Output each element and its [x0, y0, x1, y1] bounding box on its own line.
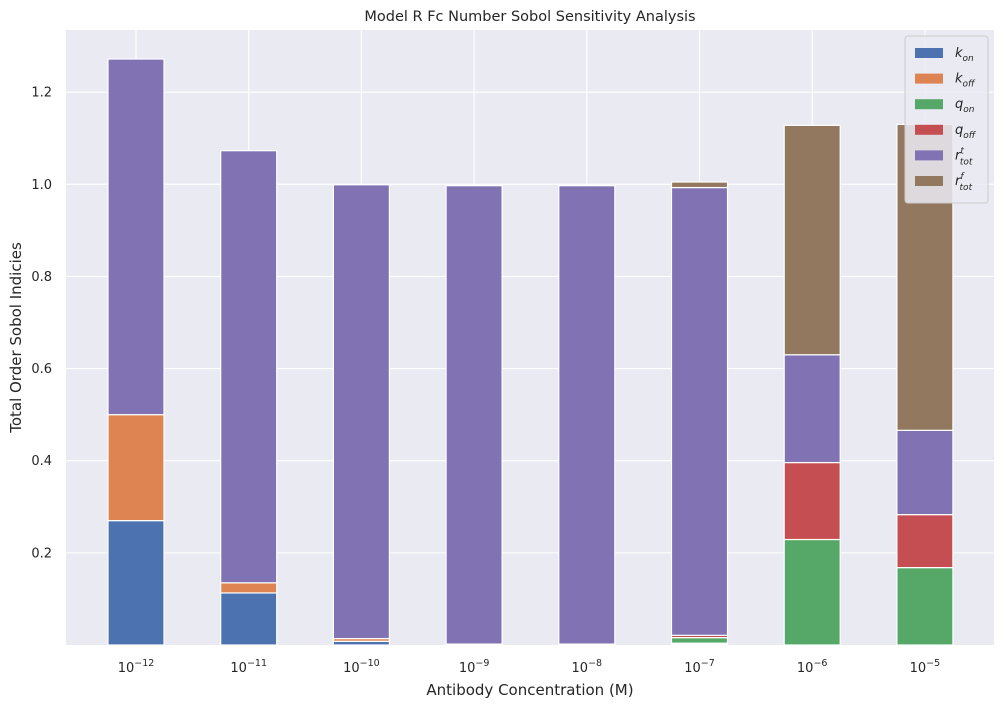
legend-label: koff [955, 72, 976, 90]
chart-title: Model R Fc Number Sobol Sensitivity Anal… [364, 9, 695, 25]
bars [107, 58, 954, 646]
x-tick-label: 10−7 [684, 658, 715, 676]
x-tick-label: 10−12 [118, 658, 155, 676]
tick-labels: 0.2 0.4 0.6 0.8 1.0 1.2 10−12 10−11 10−10 10−9 10−… [31, 86, 940, 676]
legend-label: kon [955, 46, 974, 64]
bar-segment [783, 124, 841, 356]
legend-swatch [915, 150, 943, 161]
legend-swatch [915, 73, 943, 84]
bar-segment [332, 184, 390, 640]
x-tick-label: 10−8 [572, 658, 603, 676]
bar-segment [445, 185, 503, 645]
bar-segment [783, 354, 841, 464]
y-tick-label: 0.6 [31, 362, 52, 377]
bar-segment [896, 514, 954, 569]
legend-label: qon [955, 97, 975, 115]
bar-segment [783, 538, 841, 646]
x-tick-label: 10−10 [343, 658, 380, 676]
y-tick-label: 0.8 [31, 270, 52, 285]
y-tick-label: 1.2 [31, 86, 52, 101]
bar-segment [220, 582, 278, 594]
legend-label: rf tot [955, 172, 973, 193]
bar-segment [670, 181, 729, 189]
legend-swatch [915, 99, 943, 110]
bar-segment [220, 150, 278, 584]
y-tick-label: 0.4 [31, 454, 52, 469]
legend-label: qoff [955, 123, 977, 141]
legend-label: rt tot [955, 146, 973, 167]
legend-swatch [915, 124, 943, 135]
bar-segment [107, 414, 165, 522]
bar-segment [220, 592, 278, 646]
x-tick-label: 10−5 [910, 658, 941, 676]
bar-segment [670, 637, 729, 644]
legend-swatch [915, 176, 943, 186]
bar-segment [896, 567, 954, 646]
x-axis-label: Antibody Concentration (M) [426, 681, 633, 699]
y-tick-label: 1.0 [31, 178, 52, 193]
bar-segment [107, 58, 165, 416]
x-tick-label: 10−6 [797, 658, 828, 676]
legend-swatch [915, 48, 943, 58]
x-tick-label: 10−11 [230, 658, 267, 676]
bar-segment [783, 461, 841, 541]
bar-segment [670, 186, 729, 636]
legend: kon koff qon qoff rt tot rf tot [904, 35, 989, 204]
bar-segment [558, 185, 616, 645]
bar-segment [896, 429, 954, 516]
x-tick-label: 10−9 [459, 658, 490, 676]
y-axis-label: Total Order Sobol Indicies [7, 242, 25, 434]
y-tick-label: 0.2 [31, 546, 52, 561]
bar-segment [107, 520, 165, 646]
